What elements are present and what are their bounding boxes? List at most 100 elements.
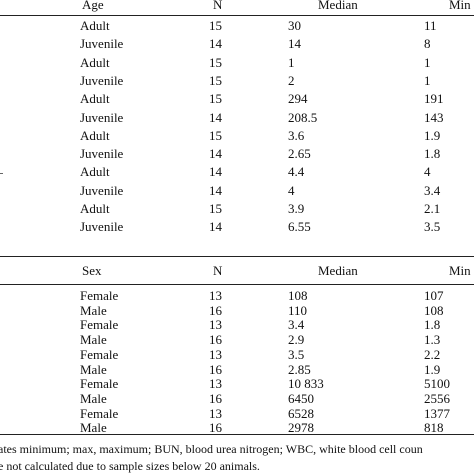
group-cell: Adult	[80, 127, 110, 143]
median-cell: 3.9	[288, 201, 305, 216]
min-cell: 108	[424, 302, 444, 318]
header-min-2: Min	[449, 263, 471, 278]
footnote-2: e not calculated due to sample sizes bel…	[0, 459, 260, 473]
group-cell: Juvenile	[80, 146, 124, 162]
n-cell: 14	[209, 109, 222, 125]
median-cell: 2.85	[288, 361, 311, 377]
table-row: Juvenile 14 2.65 1.8	[0, 145, 474, 163]
table-row: Female 13 6528 1377	[0, 405, 474, 423]
min-cell: 1.9	[424, 361, 441, 377]
group-cell: Adult	[80, 164, 110, 180]
group-cell: Male	[80, 302, 107, 318]
table-row: Male 16 110 108	[0, 302, 474, 320]
median-cell: 4	[288, 182, 295, 198]
min-cell: 107	[424, 288, 444, 303]
group-cell: Female	[80, 346, 119, 362]
table-row: Male 16 2.85 1.9	[0, 361, 474, 379]
median-cell: 2	[288, 72, 295, 88]
median-cell: 3.5	[288, 346, 305, 362]
table-row: Adult 15 3.9 2.1	[0, 200, 474, 218]
n-cell: 15	[209, 127, 222, 143]
n-cell: 14	[209, 182, 222, 198]
median-cell: 110	[288, 302, 308, 318]
header-n: N	[213, 0, 223, 12]
group-cell: Juvenile	[80, 109, 124, 125]
table-row: Adult 15 30 11	[0, 17, 474, 35]
n-cell: 13	[209, 376, 222, 392]
min-cell: 4	[424, 164, 431, 180]
group-cell: Male	[80, 420, 107, 436]
n-cell: 14	[209, 164, 222, 180]
table2-header: Sex N Median Min	[0, 262, 474, 280]
table-row: Adult 15 294 191	[0, 90, 474, 108]
table-divider-rule	[0, 256, 474, 257]
group-cell: Adult	[80, 18, 110, 33]
n-cell: 15	[209, 91, 222, 107]
min-cell: 5100	[424, 376, 450, 392]
min-cell: 2.1	[424, 201, 441, 216]
median-cell: 6528	[288, 405, 314, 421]
min-cell: 2556	[424, 390, 450, 406]
median-cell: 2978	[288, 420, 314, 436]
min-cell: 1.3	[424, 332, 441, 348]
table-row: Adult 15 3.6 1.9	[0, 127, 474, 145]
median-cell: 4.4	[288, 164, 305, 180]
min-cell: 1.8	[424, 317, 441, 333]
group-cell: Juvenile	[80, 72, 124, 88]
header-sex: Sex	[82, 263, 102, 278]
table1-header: Age N Median Min	[0, 0, 474, 14]
n-cell: 14	[209, 146, 222, 162]
n-cell: 13	[209, 405, 222, 421]
median-cell: 208.5	[288, 109, 318, 125]
n-cell: 15	[209, 18, 222, 33]
min-cell: 3.5	[424, 219, 441, 235]
n-cell: 16	[209, 361, 222, 377]
table1-header-rule	[0, 15, 474, 16]
min-cell: 3.4	[424, 182, 441, 198]
table-row: Female 13 108 107	[0, 287, 474, 305]
median-cell: 6.55	[288, 219, 311, 235]
table-row: Female 13 3.4 1.8	[0, 316, 474, 334]
median-cell: 10 833	[288, 376, 324, 392]
header-median-2: Median	[318, 263, 358, 278]
n-cell: 16	[209, 302, 222, 318]
table-row: Male 16 2.9 1.3	[0, 331, 474, 349]
n-cell: 16	[209, 420, 222, 436]
table-row: Juvenile 14 208.5 143	[0, 109, 474, 127]
group-cell: Male	[80, 390, 107, 406]
table-bottom-rule	[0, 434, 474, 435]
n-cell: 16	[209, 390, 222, 406]
group-cell: Female	[80, 288, 119, 303]
group-cell: Adult	[80, 201, 110, 216]
min-cell: 8	[424, 36, 431, 52]
group-cell: Juvenile	[80, 36, 124, 52]
min-cell: 1.9	[424, 127, 441, 143]
n-cell: 13	[209, 288, 222, 303]
min-cell: 143	[424, 109, 444, 125]
table2-header-rule	[0, 284, 474, 285]
header-age: Age	[82, 0, 104, 12]
median-cell: 108	[288, 288, 308, 303]
n-cell: 14	[209, 219, 222, 235]
table-row: Female 13 10 833 5100	[0, 375, 474, 393]
median-cell: 3.4	[288, 317, 305, 333]
table-row: Male 16 2978 818	[0, 419, 474, 437]
group-cell: Female	[80, 405, 119, 421]
min-cell: 2.2	[424, 346, 441, 362]
median-cell: 2.65	[288, 146, 311, 162]
group-cell: Male	[80, 361, 107, 377]
group-cell: Male	[80, 332, 107, 348]
table-row: Male 16 6450 2556	[0, 390, 474, 408]
min-cell: 1377	[424, 405, 450, 421]
median-cell: 6450	[288, 390, 314, 406]
median-cell: 1	[288, 54, 295, 70]
median-cell: 30	[288, 18, 301, 33]
median-cell: 14	[288, 36, 301, 52]
min-cell: 11	[424, 18, 437, 33]
header-n-2: N	[213, 263, 223, 278]
group-cell: Juvenile	[80, 219, 124, 235]
group-cell: Adult	[80, 91, 110, 107]
n-cell: 14	[209, 36, 222, 52]
min-cell: 1.8	[424, 146, 441, 162]
median-cell: 294	[288, 91, 308, 107]
